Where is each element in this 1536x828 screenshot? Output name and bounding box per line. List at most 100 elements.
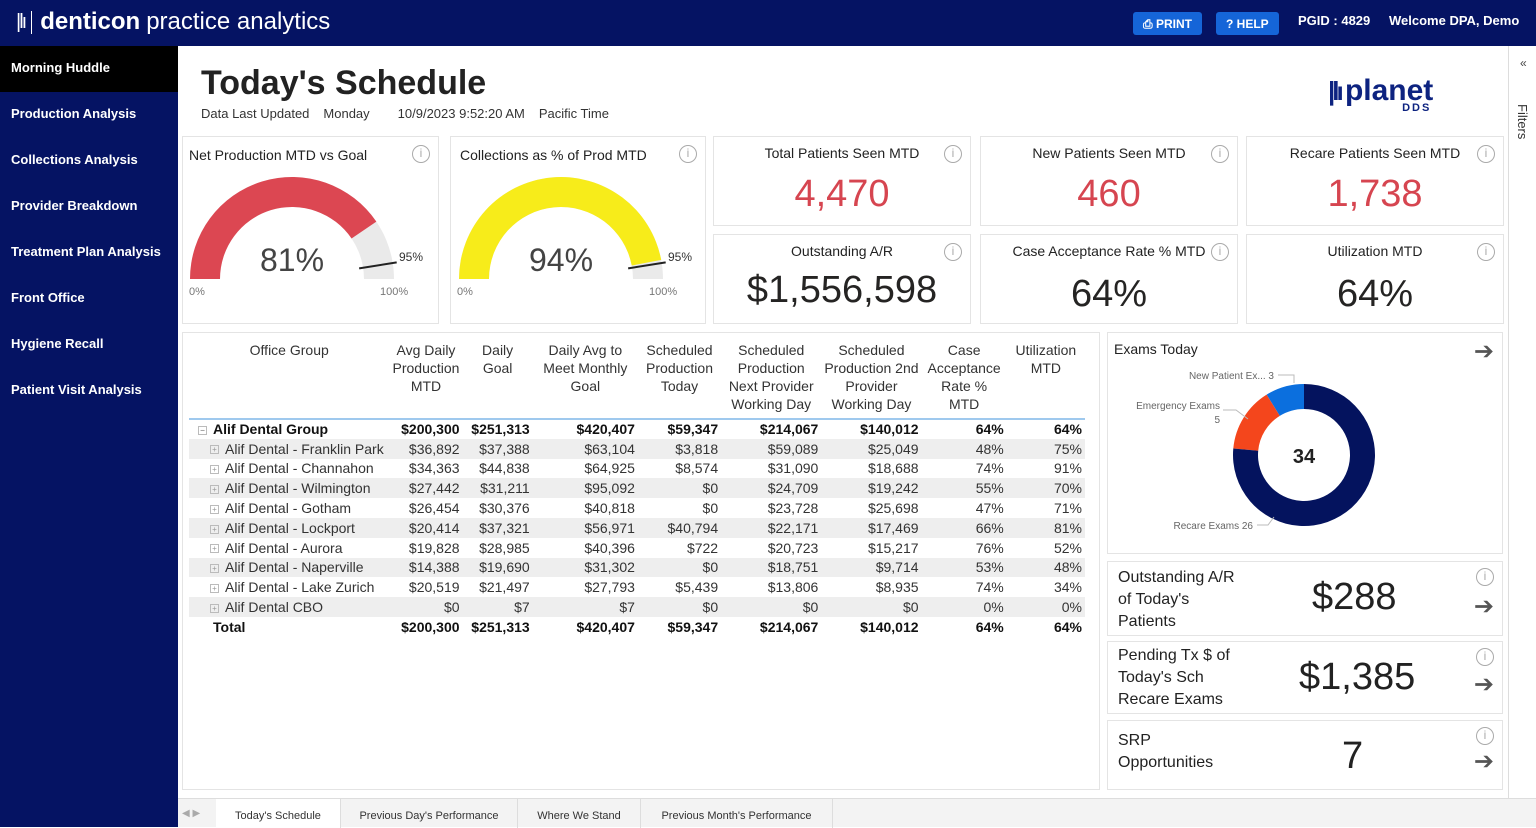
tab-where-we-stand[interactable]: Where We Stand bbox=[518, 799, 641, 828]
table-row: + Alif Dental - Gotham $26,454 $30,376 $40,8… bbox=[189, 498, 1085, 518]
table-cell: 74% bbox=[975, 579, 1004, 596]
expand-icon[interactable]: + bbox=[210, 445, 219, 455]
donut-label-recare: Recare Exams 26 bbox=[1174, 521, 1254, 532]
sidebar-item-hygiene-recall[interactable]: Hygiene Recall bbox=[11, 336, 104, 351]
column-header[interactable]: Scheduled Production Next Provider Worki… bbox=[721, 339, 822, 420]
gauge-min-label: 0% bbox=[189, 286, 205, 298]
table-cell: $420,407 bbox=[576, 618, 635, 635]
expand-icon[interactable]: + bbox=[210, 584, 219, 594]
donut-label-new-patient: New Patient Ex... 3 bbox=[1189, 371, 1274, 382]
arrow-right-icon[interactable]: ➔ bbox=[1473, 593, 1494, 620]
tab-previous-days-performance[interactable]: Previous Day's Performance bbox=[341, 799, 518, 828]
filters-label[interactable]: Filters bbox=[1515, 104, 1530, 140]
sidebar-item-production-analysis[interactable]: Production Analysis bbox=[11, 106, 137, 121]
info-icon[interactable]: i bbox=[679, 145, 697, 163]
table-cell: $18,688 bbox=[867, 460, 919, 477]
table-cell: $722 bbox=[686, 539, 719, 556]
donut-label-emergency: Emergency Exams bbox=[1136, 401, 1220, 412]
info-icon[interactable]: i bbox=[1477, 243, 1495, 261]
table-cell: 74% bbox=[975, 460, 1004, 477]
column-header[interactable]: Case Acceptance Rate % MTD bbox=[921, 339, 1007, 420]
kpi-recare-patients: Recare Patients Seen MTD i 1,738 bbox=[1246, 136, 1504, 226]
expand-icon[interactable]: + bbox=[210, 544, 219, 554]
sidebar-item-front-office[interactable]: Front Office bbox=[11, 290, 85, 305]
print-button[interactable]: ⎙ PRINT bbox=[1133, 12, 1202, 35]
collapse-icon[interactable]: − bbox=[198, 426, 207, 436]
sidebar-item-provider-breakdown[interactable]: Provider Breakdown bbox=[11, 198, 138, 213]
kpi-value: $1,556,598 bbox=[746, 269, 938, 311]
table-cell: $40,818 bbox=[584, 500, 635, 517]
table-cell: 48% bbox=[921, 438, 1007, 459]
info-icon[interactable]: i bbox=[1476, 568, 1494, 586]
denticon-logo: |lı denticon practice analytics bbox=[16, 8, 330, 36]
expand-icon[interactable]: + bbox=[210, 504, 219, 514]
column-header[interactable]: Utilization MTD bbox=[1006, 339, 1085, 420]
sidebar-item-collections-analysis[interactable]: Collections Analysis bbox=[11, 152, 138, 167]
tab-todays-schedule[interactable]: Today's Schedule bbox=[216, 799, 341, 828]
table-cell: $17,469 bbox=[821, 517, 922, 538]
table-cell: $59,347 bbox=[667, 618, 719, 635]
table-row: + Alif Dental - Lockport $20,414 $37,321 $56… bbox=[189, 517, 1085, 538]
collapse-chevron-icon[interactable]: « bbox=[1520, 56, 1527, 70]
sidebar-item-treatment-plan-analysis[interactable]: Treatment Plan Analysis bbox=[11, 244, 161, 259]
tab-scroll-arrows-icon[interactable]: ◀ ▶ bbox=[182, 808, 201, 819]
info-icon[interactable]: i bbox=[1211, 243, 1229, 261]
table-cell: $26,454 bbox=[408, 500, 460, 517]
table-cell: $13,806 bbox=[767, 579, 819, 596]
column-header[interactable]: Daily Goal bbox=[462, 339, 533, 420]
help-button[interactable]: ? HELP bbox=[1216, 12, 1279, 35]
info-icon[interactable]: i bbox=[944, 145, 962, 163]
expand-icon[interactable]: + bbox=[210, 564, 219, 574]
table-cell: $20,723 bbox=[767, 539, 819, 556]
table-cell: $420,407 bbox=[576, 421, 635, 438]
table-cell: Total bbox=[213, 618, 246, 635]
arrow-right-icon[interactable]: ➔ bbox=[1473, 748, 1494, 775]
tab-previous-months-performance[interactable]: Previous Month's Performance bbox=[641, 799, 833, 828]
sidebar: Morning Huddle Production Analysis Colle… bbox=[0, 46, 178, 827]
table-cell: $5,439 bbox=[675, 579, 719, 596]
arrow-right-icon[interactable]: ➔ bbox=[1473, 671, 1494, 698]
filters-pane[interactable]: « Filters bbox=[1508, 46, 1536, 800]
expand-icon[interactable]: + bbox=[210, 603, 219, 613]
gauge-max-label: 100% bbox=[649, 286, 677, 298]
table-cell: $37,388 bbox=[462, 438, 533, 459]
arrow-right-icon[interactable]: ➔ bbox=[1473, 338, 1494, 365]
gauge-chart: 94% 95% 0% 100% bbox=[457, 176, 692, 298]
info-icon[interactable]: i bbox=[412, 145, 430, 163]
question-icon: ? bbox=[1226, 17, 1237, 31]
table-cell: $31,302 bbox=[532, 557, 638, 578]
sidebar-item-morning-huddle[interactable]: Morning Huddle bbox=[0, 46, 178, 92]
table-cell: $0 bbox=[637, 478, 722, 499]
kpi-value: 64% bbox=[1336, 273, 1414, 315]
table-cell: $9,714 bbox=[821, 557, 922, 578]
info-icon[interactable]: i bbox=[1476, 648, 1494, 666]
kpi-utilization: Utilization MTD i 64% bbox=[1246, 234, 1504, 324]
table-row: + Alif Dental - Aurora $19,828 $28,985 $40,3… bbox=[189, 538, 1085, 558]
side-card-label: Outstanding A/R of Today's Patients bbox=[1118, 569, 1235, 630]
column-header[interactable]: Scheduled Production 2nd Provider Workin… bbox=[821, 339, 922, 420]
kpi-title: Recare Patients Seen MTD bbox=[1289, 145, 1461, 161]
table-cell: $140,012 bbox=[860, 421, 919, 438]
info-icon[interactable]: i bbox=[1211, 145, 1229, 163]
sidebar-item-patient-visit-analysis[interactable]: Patient Visit Analysis bbox=[11, 382, 142, 397]
table-cell: $0 bbox=[637, 597, 722, 617]
info-icon[interactable]: i bbox=[944, 243, 962, 261]
table-cell: $7 bbox=[532, 597, 638, 617]
table-cell: $27,442 bbox=[389, 478, 463, 499]
expand-icon[interactable]: + bbox=[210, 485, 219, 495]
gauge-target-marker bbox=[359, 261, 397, 270]
gauge-max-label: 100% bbox=[380, 286, 408, 298]
column-header[interactable]: Office Group bbox=[189, 339, 390, 420]
column-header[interactable]: Daily Avg to Meet Monthly Goal bbox=[532, 339, 638, 420]
info-icon[interactable]: i bbox=[1476, 727, 1494, 745]
table-cell: $44,838 bbox=[479, 460, 530, 477]
expand-icon[interactable]: + bbox=[210, 524, 219, 534]
column-header[interactable]: Scheduled Production Today bbox=[637, 339, 722, 420]
info-icon[interactable]: i bbox=[1477, 145, 1495, 163]
table-cell: + Alif Dental CBO bbox=[189, 597, 390, 617]
donut-total: 34 bbox=[1293, 446, 1316, 468]
expand-icon[interactable]: + bbox=[210, 465, 219, 475]
top-header: |lı denticon practice analytics ⎙ PRINT ? … bbox=[0, 0, 1536, 46]
column-header[interactable]: Avg Daily Production MTD bbox=[389, 339, 463, 420]
table-cell: 47% bbox=[975, 500, 1004, 517]
